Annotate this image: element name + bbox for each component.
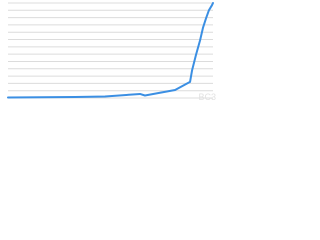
chart: BC3: [7, 2, 216, 102]
line: [7, 2, 214, 99]
watermark: BC3: [198, 92, 216, 102]
